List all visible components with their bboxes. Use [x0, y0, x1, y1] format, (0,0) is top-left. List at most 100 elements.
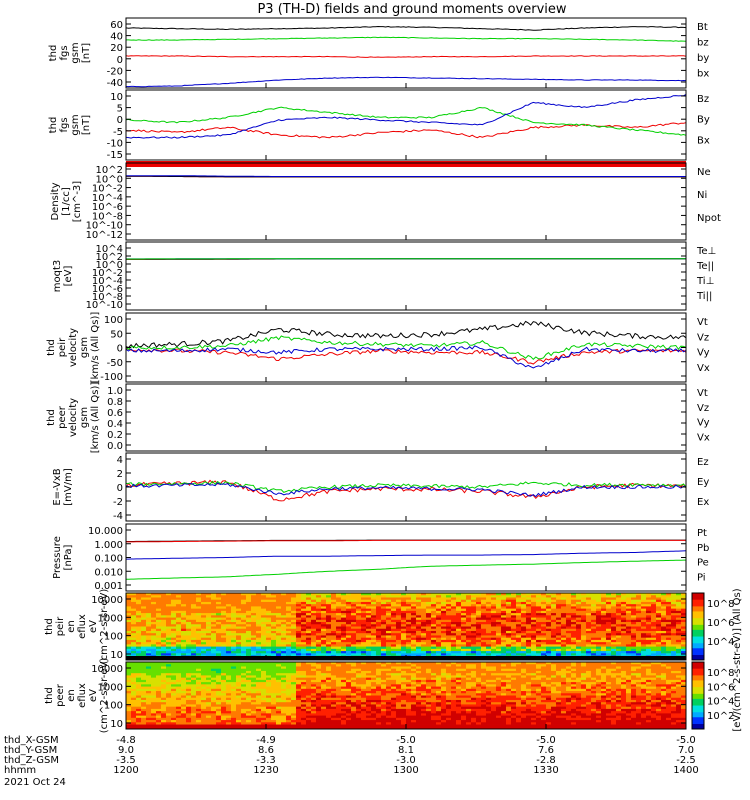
- heatmap-cell: [676, 622, 682, 625]
- heatmap-cell: [161, 613, 167, 616]
- heatmap-cell: [646, 617, 652, 621]
- heatmap-cell: [201, 724, 207, 728]
- heatmap-cell: [301, 670, 307, 674]
- heatmap-cell: [426, 610, 432, 614]
- heatmap-cell: [311, 664, 317, 667]
- heatmap-cell: [186, 630, 192, 634]
- heatmap-cell: [226, 673, 232, 676]
- heatmap-cell: [221, 697, 227, 701]
- heatmap-cell: [306, 648, 312, 652]
- heatmap-cell: [166, 597, 172, 601]
- heatmap-cell: [336, 695, 342, 699]
- heatmap-cell: [471, 617, 477, 621]
- heatmap-cell: [311, 639, 317, 643]
- heatmap-cell: [236, 715, 242, 719]
- heatmap-cell: [221, 624, 227, 627]
- heatmap-cell: [146, 693, 152, 696]
- heatmap-cell: [456, 604, 462, 607]
- heatmap-cell: [161, 713, 167, 716]
- heatmap-cell: [581, 630, 587, 634]
- heatmap-cell: [231, 635, 237, 639]
- heatmap-cell: [321, 624, 327, 627]
- heatmap-cell: [506, 628, 512, 632]
- heatmap-cell: [476, 613, 482, 616]
- heatmap-cell: [581, 597, 587, 601]
- heatmap-cell: [281, 633, 287, 636]
- heatmap-cell: [526, 610, 532, 614]
- heatmap-cell: [576, 595, 582, 598]
- heatmap-cell: [401, 595, 407, 598]
- heatmap-cell: [601, 651, 607, 654]
- heatmap-cell: [531, 597, 537, 601]
- heatmap-cell: [316, 648, 322, 652]
- heatmap-cell: [131, 628, 137, 632]
- heatmap-cell: [456, 628, 462, 632]
- heatmap-cell: [146, 648, 152, 652]
- heatmap-cell: [531, 639, 537, 643]
- heatmap-cell: [166, 699, 172, 703]
- heatmap-cell: [151, 628, 157, 632]
- heatmap-cell: [376, 626, 382, 630]
- y-tick-label: 10^-10: [86, 221, 123, 232]
- series-line-Vx: [125, 345, 687, 369]
- heatmap-cell: [201, 651, 207, 654]
- heatmap-cell: [556, 601, 562, 605]
- heatmap-cell: [131, 677, 137, 681]
- heatmap-cell: [551, 651, 557, 654]
- heatmap-cell: [181, 648, 187, 652]
- heatmap-cell: [271, 695, 277, 699]
- heatmap-cell: [211, 628, 217, 632]
- heatmap-cell: [491, 624, 497, 627]
- heatmap-cell: [506, 597, 512, 601]
- heatmap-cell: [566, 608, 572, 612]
- heatmap-cell: [271, 711, 277, 714]
- heatmap-cell: [466, 608, 472, 612]
- heatmap-cell: [241, 724, 247, 728]
- heatmap-cell: [321, 608, 327, 612]
- heatmap-cell: [206, 617, 212, 621]
- heatmap-cell: [466, 626, 472, 630]
- heatmap-cell: [191, 664, 197, 667]
- heatmap-cell: [326, 637, 332, 641]
- heatmap-cell: [386, 642, 392, 645]
- heatmap-cell: [331, 726, 337, 730]
- heatmap-cell: [151, 619, 157, 623]
- heatmap-cell: [221, 601, 227, 605]
- heatmap-cell: [161, 626, 167, 630]
- heatmap-cell: [241, 644, 247, 647]
- heatmap-cell: [476, 653, 482, 656]
- heatmap-cell: [481, 606, 487, 610]
- heatmap-cell: [166, 713, 172, 716]
- heatmap-cell: [676, 615, 682, 618]
- heatmap-cell: [341, 673, 347, 676]
- heatmap-cell: [141, 597, 147, 601]
- heatmap-cell: [251, 608, 257, 612]
- heatmap-cell: [181, 617, 187, 621]
- heatmap-cell: [156, 597, 162, 601]
- heatmap-cell: [251, 693, 257, 696]
- heatmap-cell: [231, 617, 237, 621]
- heatmap-cell: [671, 610, 677, 614]
- heatmap-cell: [461, 610, 467, 614]
- heatmap-cell: [306, 633, 312, 636]
- heatmap-cell: [456, 613, 462, 616]
- heatmap-cell: [236, 619, 242, 623]
- heatmap-cell: [276, 628, 282, 632]
- heatmap-cell: [231, 604, 237, 607]
- heatmap-cell: [276, 670, 282, 674]
- heatmap-cell: [301, 613, 307, 616]
- heatmap-cell: [191, 682, 197, 685]
- heatmap-cell: [336, 610, 342, 614]
- heatmap-cell: [541, 604, 547, 607]
- heatmap-cell: [201, 686, 207, 690]
- heatmap-cell: [561, 642, 567, 645]
- heatmap-cell: [256, 653, 262, 656]
- heatmap-cell: [356, 646, 362, 650]
- heatmap-cell: [191, 624, 197, 627]
- heatmap-cell: [461, 604, 467, 607]
- heatmap-cell: [151, 597, 157, 601]
- heatmap-cell: [191, 686, 197, 690]
- heatmap-cell: [426, 646, 432, 650]
- heatmap-cell: [196, 713, 202, 716]
- heatmap-cell: [411, 651, 417, 654]
